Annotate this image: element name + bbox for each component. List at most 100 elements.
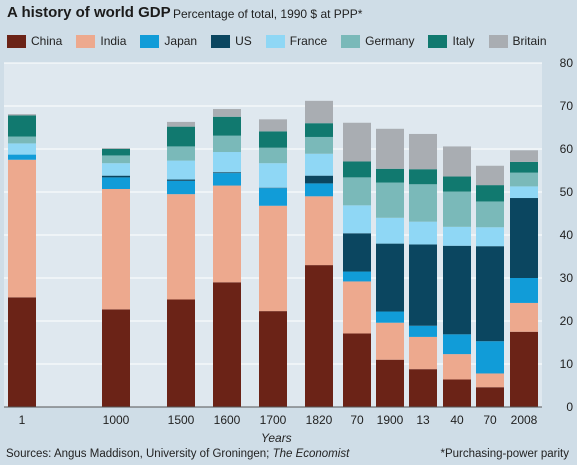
chart-title: A history of world GDP: [7, 4, 171, 21]
bar-segment-china: [259, 311, 287, 407]
bar-segment-italy: [476, 185, 504, 202]
legend-item-japan: Japan: [140, 34, 197, 48]
bar-segment-germany: [510, 172, 538, 187]
y-tick-label: 50: [560, 185, 574, 199]
bar-segment-germany: [213, 135, 241, 153]
bar-segment-us: [167, 179, 195, 181]
bar-segment-france: [510, 186, 538, 199]
bar-segment-japan: [167, 180, 195, 195]
bar-segment-italy: [376, 168, 404, 183]
bar-segment-china: [305, 265, 333, 407]
legend-label: France: [289, 34, 328, 48]
x-tick-label: 1000: [103, 413, 130, 427]
legend-swatch: [428, 34, 448, 48]
bar-segment-italy: [259, 131, 287, 148]
x-tick-label: 1820: [306, 413, 333, 427]
bar-segment-france: [8, 143, 36, 155]
legend-item-china: China: [7, 34, 62, 48]
bar-segment-france: [476, 227, 504, 247]
bar-segment-india: [476, 373, 504, 388]
bar-segment-india: [305, 196, 333, 266]
legend-item-us: US: [211, 34, 252, 48]
x-tick-label: 1500: [168, 413, 195, 427]
bar-segment-japan: [476, 341, 504, 374]
bar-segment-india: [259, 205, 287, 312]
legend-item-india: India: [76, 34, 126, 48]
bar-segment-italy: [409, 169, 437, 185]
bar-segment-us: [305, 175, 333, 184]
bar-segment-italy: [102, 149, 130, 156]
legend-label: Japan: [164, 34, 198, 48]
bar-segment-britain: [443, 146, 471, 177]
legend-label: Britain: [512, 34, 547, 48]
legend-item-germany: Germany: [341, 34, 414, 48]
bar-segment-france: [343, 205, 371, 234]
bar-segment-france: [305, 153, 333, 176]
bar-segment-china: [213, 282, 241, 407]
y-tick-label: 30: [560, 271, 574, 285]
bar-segment-japan: [259, 188, 287, 206]
bar-segment-germany: [476, 201, 504, 228]
bar-segment-italy: [443, 176, 471, 192]
bar-segment-britain: [213, 109, 241, 117]
bar-segment-us: [510, 198, 538, 278]
legend-swatch: [488, 34, 508, 48]
bar-segment-germany: [409, 184, 437, 222]
bar-segment-germany: [343, 177, 371, 206]
bar-segment-us: [409, 244, 437, 326]
bar-segment-japan: [102, 177, 130, 189]
legend-label: Germany: [365, 34, 415, 48]
y-tick-label: 0: [566, 400, 573, 414]
bar-segment-india: [409, 336, 437, 370]
y-tick-label: 10: [560, 357, 574, 371]
bar-segment-france: [213, 152, 241, 173]
bar-segment-china: [8, 297, 36, 407]
legend-swatch: [341, 34, 361, 48]
legend-item-britain: Britain: [488, 34, 547, 48]
source-publication: The Economist: [272, 448, 350, 460]
source-note: Sources: Angus Maddison, University of G…: [6, 448, 349, 460]
bar-segment-india: [510, 302, 538, 332]
bar-segment-italy: [343, 161, 371, 178]
x-tick-label: 1700: [260, 413, 287, 427]
chart-legend: China India Japan US France Germany Italy Brita…: [7, 34, 561, 48]
legend-label: India: [100, 34, 127, 48]
x-tick-label: 1: [19, 413, 26, 427]
chart-subtitle: Percentage of total, 1990 $ at PPP*: [173, 7, 363, 21]
bar-segment-britain: [343, 122, 371, 162]
legend-swatch: [211, 34, 231, 48]
bar-segment-india: [376, 322, 404, 360]
bar-segment-india: [8, 159, 36, 298]
footnote: *Purchasing-power parity: [440, 448, 569, 460]
bar-segment-germany: [259, 147, 287, 164]
bar-segment-india: [343, 281, 371, 334]
bar-segment-china: [102, 309, 130, 407]
bar-segment-germany: [167, 146, 195, 161]
legend-swatch: [76, 34, 96, 48]
legend-swatch: [140, 34, 160, 48]
y-tick-label: 80: [560, 56, 574, 70]
bar-segment-china: [510, 331, 538, 407]
x-tick-label: 70: [350, 413, 364, 427]
bar-segment-italy: [510, 161, 538, 173]
bar-segment-china: [476, 387, 504, 407]
x-tick-label: 2008: [511, 413, 538, 427]
x-tick-label: 13: [416, 413, 430, 427]
x-tick-label: 70: [483, 413, 497, 427]
bar-segment-us: [376, 243, 404, 312]
bar-segment-japan: [376, 311, 404, 323]
bar-segment-china: [376, 359, 404, 407]
legend-label: US: [235, 34, 252, 48]
bar-segment-britain: [409, 133, 437, 170]
legend-item-italy: Italy: [428, 34, 475, 48]
y-tick-label: 20: [560, 314, 574, 328]
bar-segment-britain: [102, 148, 130, 149]
bar-segment-india: [213, 185, 241, 283]
bar-segment-italy: [167, 126, 195, 147]
source-prefix: Sources: Angus Maddison, University of G…: [6, 448, 273, 460]
bar-segment-germany: [376, 182, 404, 218]
bar-segment-japan: [213, 173, 241, 186]
bar-segment-italy: [8, 115, 36, 137]
bar-segment-britain: [376, 128, 404, 169]
legend-label: Italy: [452, 34, 475, 48]
